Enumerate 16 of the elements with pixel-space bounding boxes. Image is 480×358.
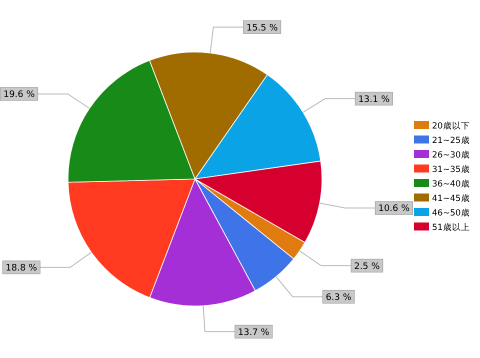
data-label: 18.8 % xyxy=(6,264,38,274)
data-label: 10.6 % xyxy=(378,204,410,214)
data-label: 15.5 % xyxy=(246,23,278,34)
data-label: 13.7 % xyxy=(238,328,270,338)
legend-label: 21~25歳 xyxy=(432,135,470,146)
legend-label: 41~45歳 xyxy=(432,193,470,204)
data-label: 19.6 % xyxy=(3,90,36,100)
legend-label: 46~50歳 xyxy=(432,208,470,218)
legend-label: 31~35歳 xyxy=(432,164,470,175)
data-label: 13.1 % xyxy=(358,94,390,105)
data-label: 6.3 % xyxy=(326,292,352,303)
legend-label: 20歳以下 xyxy=(432,120,470,132)
data-label: 2.5 % xyxy=(354,262,380,272)
legend-label: 51歳以上 xyxy=(432,222,470,233)
legend-label: 26~30歳 xyxy=(432,150,470,160)
legend-label: 36~40歳 xyxy=(432,178,470,190)
